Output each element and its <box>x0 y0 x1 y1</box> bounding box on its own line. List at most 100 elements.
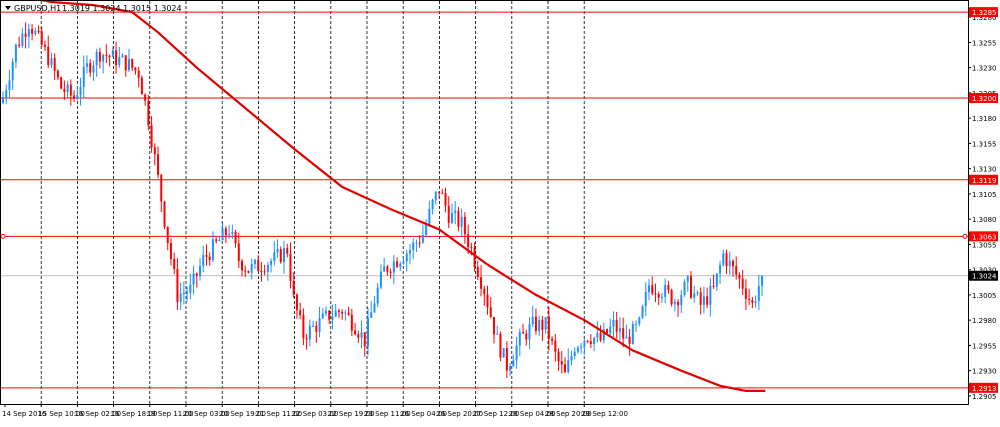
candle-body <box>693 293 696 298</box>
candle-body <box>560 361 563 365</box>
candle-body <box>696 292 699 294</box>
candle-body <box>257 259 260 271</box>
candle-body <box>350 314 353 331</box>
candle-body <box>628 336 631 344</box>
candle-body <box>124 55 127 71</box>
candle-body <box>205 255 208 257</box>
x-tick-label: 27 Sep 12:00 <box>473 410 520 418</box>
y-tick-label: 1.3080 <box>972 216 997 224</box>
y-tick-label: 1.3005 <box>972 292 997 300</box>
candle-body <box>660 296 663 298</box>
candle-body <box>321 313 324 319</box>
candle-body <box>315 325 318 332</box>
candle-body <box>334 310 337 317</box>
candle-body <box>302 315 305 339</box>
candle-body <box>221 228 224 241</box>
candle-body <box>731 260 734 267</box>
triangle-down-icon[interactable] <box>5 6 11 10</box>
candle-body <box>202 255 205 267</box>
candle-body <box>163 201 166 227</box>
candle-body <box>735 266 738 275</box>
candle-body <box>399 263 402 268</box>
candle-body <box>266 264 269 272</box>
candle-body <box>50 58 53 66</box>
candle-body <box>602 329 605 341</box>
candle-body <box>557 351 560 362</box>
price-level-badge <box>969 231 998 242</box>
candle-body <box>102 54 105 62</box>
price-axis: 1.32801.32551.32301.32051.31801.31551.31… <box>968 7 998 401</box>
candle-body <box>518 332 521 346</box>
candle-body <box>354 330 357 335</box>
candle-body <box>492 317 495 335</box>
candle-body <box>47 46 50 66</box>
y-tick-label: 1.2905 <box>972 393 997 401</box>
candle-body <box>115 50 118 66</box>
candle-body <box>476 266 479 278</box>
candle-body <box>11 61 14 81</box>
candle-body <box>195 273 198 276</box>
candle-body <box>40 31 43 45</box>
candle-body <box>515 345 518 361</box>
candle-body <box>244 270 247 272</box>
price-level-label: 1.2913 <box>972 385 997 393</box>
candle-body <box>699 292 702 305</box>
price-level-badge <box>969 92 998 103</box>
candle-body <box>744 288 747 299</box>
x-tick-label: 16 Sep 18:00 <box>111 410 158 418</box>
candle-body <box>325 310 327 314</box>
candle-body <box>147 100 150 126</box>
price-level-label: 1.3200 <box>972 95 997 103</box>
y-tick-label: 1.3030 <box>972 267 997 275</box>
candle-body <box>567 360 570 373</box>
candle-body <box>127 59 130 71</box>
candle-body <box>276 248 279 253</box>
x-tick-label: 29 Sep 12:00 <box>581 410 628 418</box>
candle-body <box>580 346 583 348</box>
candle-body <box>457 210 460 227</box>
candle-body <box>121 55 124 58</box>
candle-body <box>66 84 69 92</box>
candle-body <box>34 30 37 34</box>
candle-body <box>383 266 386 272</box>
candle-body <box>586 340 589 342</box>
candle-body <box>199 266 202 276</box>
candle-body <box>211 239 214 261</box>
candle-body <box>144 94 147 101</box>
candle-body <box>8 80 11 90</box>
candle-body <box>522 332 525 334</box>
candle-body <box>37 30 40 32</box>
candle-body <box>98 51 101 62</box>
y-tick-label: 1.3155 <box>972 140 997 148</box>
candle-body <box>664 285 667 297</box>
candle-body <box>292 280 295 295</box>
candle-body <box>447 205 450 223</box>
candle-body <box>85 63 88 67</box>
candle-body <box>376 287 379 304</box>
candle-body <box>538 319 541 332</box>
x-tick-label: 14 Sep 2016 <box>2 410 47 418</box>
level-anchor-dot <box>962 233 968 239</box>
candle-body <box>14 44 17 62</box>
candle-body <box>260 270 263 272</box>
candle-body <box>499 333 502 358</box>
candle-body <box>454 210 457 213</box>
candle-body <box>677 301 680 306</box>
candle-body <box>18 44 21 46</box>
candle-body <box>502 348 505 358</box>
candle-body <box>118 57 121 66</box>
candle-body <box>512 360 515 367</box>
candle-body <box>250 264 253 273</box>
candle-body <box>531 316 534 325</box>
candle-body <box>657 294 660 298</box>
candle-body <box>166 226 169 243</box>
x-tick-label: 16 Sep 02:00 <box>74 410 121 418</box>
candle-body <box>283 247 286 263</box>
candle-body <box>373 303 376 313</box>
candle-body <box>318 318 321 332</box>
candle-body <box>641 306 644 318</box>
candle-body <box>583 340 586 347</box>
candle-body <box>612 319 615 327</box>
